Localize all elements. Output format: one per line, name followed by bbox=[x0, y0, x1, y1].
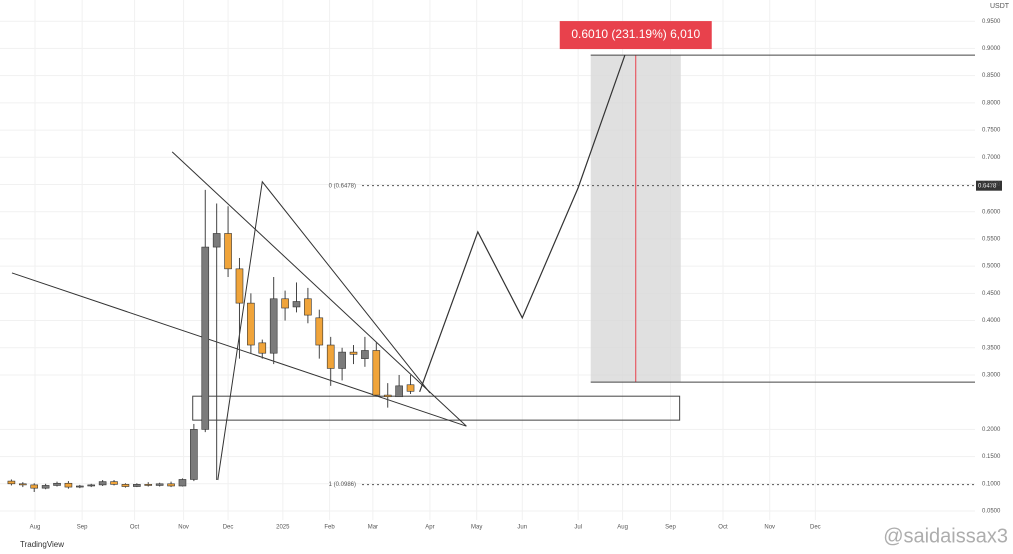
y-tick-label: 0.4000 bbox=[982, 318, 1001, 324]
x-tick-label: Nov bbox=[178, 525, 189, 531]
candle-body bbox=[281, 298, 289, 309]
y-tick-label: 0.9500 bbox=[982, 19, 1001, 25]
y-tick-label: 0.1000 bbox=[982, 481, 1001, 487]
y-tick-label: 0.0500 bbox=[982, 509, 1001, 515]
y-tick-label: 0.7000 bbox=[982, 155, 1001, 161]
y-tick-label: 0.2000 bbox=[982, 427, 1001, 433]
y-tick-label: 0.3500 bbox=[982, 345, 1001, 351]
candle-body bbox=[372, 350, 381, 396]
x-tick-label: Jul bbox=[574, 525, 582, 531]
y-tick-label: 0.6500 bbox=[982, 182, 1001, 188]
price-label-box bbox=[976, 180, 1002, 191]
candle-body bbox=[224, 233, 232, 270]
candle-body bbox=[395, 385, 403, 398]
plot-area: 0.6010 (231.19%) 6,010 0 (0.6478) 0.6478 1 … bbox=[7, 21, 1002, 492]
x-tick-label: Aug bbox=[617, 525, 628, 531]
candle-body bbox=[30, 484, 39, 489]
candle-body bbox=[190, 429, 198, 480]
candle-body bbox=[41, 485, 50, 489]
support-zone bbox=[192, 395, 681, 421]
candle-body bbox=[406, 384, 415, 392]
x-tick-label: Sep bbox=[77, 525, 88, 531]
candle-body bbox=[383, 394, 392, 398]
trendline bbox=[171, 151, 467, 427]
measure-label-box bbox=[559, 21, 712, 50]
candle-body bbox=[133, 484, 141, 487]
candle-body bbox=[304, 298, 312, 316]
x-tick-label: 2025 bbox=[276, 525, 290, 531]
candle-body bbox=[110, 481, 118, 485]
candle-body bbox=[178, 479, 187, 487]
price-label: 0.6478 bbox=[978, 183, 997, 189]
x-tick-label: Oct bbox=[130, 525, 140, 531]
trendline bbox=[217, 180, 431, 481]
x-tick-label: Dec bbox=[223, 525, 234, 531]
candle-body bbox=[235, 268, 244, 304]
candle-body bbox=[98, 481, 107, 486]
measure-label: 0.6010 (231.19%) 6,010 bbox=[571, 27, 700, 41]
candle-body bbox=[155, 483, 164, 486]
x-tick-label: Oct bbox=[718, 525, 728, 531]
candle-body bbox=[76, 485, 84, 488]
candle-body bbox=[87, 484, 96, 487]
brand: TradingView bbox=[20, 540, 64, 549]
candle-body bbox=[269, 298, 278, 354]
candle-body bbox=[53, 482, 61, 486]
fib-level-label: 0 (0.6478) bbox=[329, 183, 356, 189]
x-tick-label: Nov bbox=[764, 525, 775, 531]
y-tick-label: 0.9000 bbox=[982, 46, 1001, 52]
x-tick-label: Sep bbox=[665, 525, 676, 531]
y-tick-label: 0.5500 bbox=[982, 236, 1001, 242]
x-tick-label: Aug bbox=[30, 525, 41, 531]
candle-body bbox=[201, 246, 210, 430]
y-tick-label: 0.8000 bbox=[982, 100, 1001, 106]
y-tick-label: 0.4500 bbox=[982, 291, 1001, 297]
fib-level-label: 1 (0.0986) bbox=[329, 482, 356, 488]
x-tick-label: May bbox=[471, 525, 482, 531]
candle-body bbox=[144, 484, 153, 486]
x-tick-label: Feb bbox=[324, 525, 335, 531]
y-tick-label: 0.5000 bbox=[982, 264, 1001, 270]
y-tick-label: 0.6000 bbox=[982, 209, 1001, 215]
candle-body bbox=[212, 233, 221, 248]
candle-body bbox=[349, 351, 358, 355]
grid bbox=[0, 0, 975, 520]
x-tick-label: Jun bbox=[517, 525, 527, 531]
candle-body bbox=[121, 484, 130, 487]
x-tick-label: Apr bbox=[425, 525, 434, 531]
y-tick-label: 0.8500 bbox=[982, 73, 1001, 79]
candle-body bbox=[167, 483, 175, 487]
x-tick-label: Mar bbox=[368, 525, 378, 531]
projection-path bbox=[419, 54, 626, 393]
candle-body bbox=[247, 302, 255, 346]
candle-body bbox=[361, 350, 369, 359]
y-tick-label: 0.1500 bbox=[982, 454, 1001, 460]
y-axis-unit: USDT bbox=[990, 3, 1010, 10]
x-tick-label: Dec bbox=[810, 525, 821, 531]
candle-body bbox=[64, 482, 73, 488]
watermark: @saidaissax3 bbox=[883, 525, 1008, 547]
candle-body bbox=[7, 480, 16, 485]
candle-body bbox=[292, 301, 301, 308]
candle-body bbox=[19, 483, 27, 486]
candle-body bbox=[338, 351, 346, 369]
y-tick-label: 0.3000 bbox=[982, 373, 1001, 379]
y-tick-label: 0.7500 bbox=[982, 128, 1001, 134]
candle-body bbox=[315, 317, 324, 346]
candle-body bbox=[326, 344, 335, 369]
candle-body bbox=[258, 342, 267, 354]
